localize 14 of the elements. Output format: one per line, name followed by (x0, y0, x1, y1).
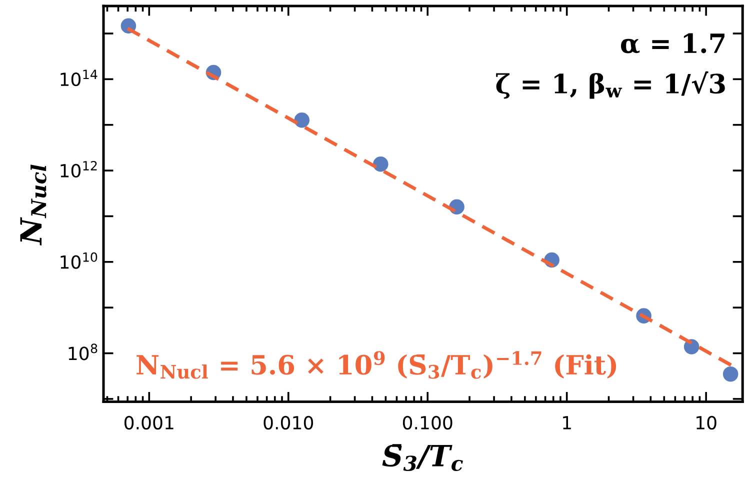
y-tick-label: 10$^{14}$ (60, 70, 98, 86)
x-tick-label: 0.100 (402, 416, 452, 430)
x-tick-label: 0.001 (124, 416, 174, 430)
x-tick-label: 1 (563, 416, 571, 430)
x-tick-label: 0.010 (264, 416, 314, 430)
x-tick-label: 10 (696, 416, 716, 430)
y-axis-title: N$_{Nucl}$ (20, 164, 46, 246)
annotation: ζ = 1, β$_{w}$ = 1/√3 (496, 71, 725, 99)
annotation: α = 1.7 (621, 33, 724, 54)
x-axis-title: S̄$_{3}$/T$_{c}$ (382, 444, 463, 472)
text: N$_{Nucl}$ = 5.6 × 10$^{9}$ (S̄$_{3}$/T$_{c}$)$^{−1.7}$ (Fit) (136, 351, 616, 379)
y-tick-label: 10$^{8}$ (68, 344, 98, 360)
y-tick-label: 10$^{10}$ (60, 252, 98, 269)
y-tick-label: 10$^{12}$ (60, 160, 97, 178)
